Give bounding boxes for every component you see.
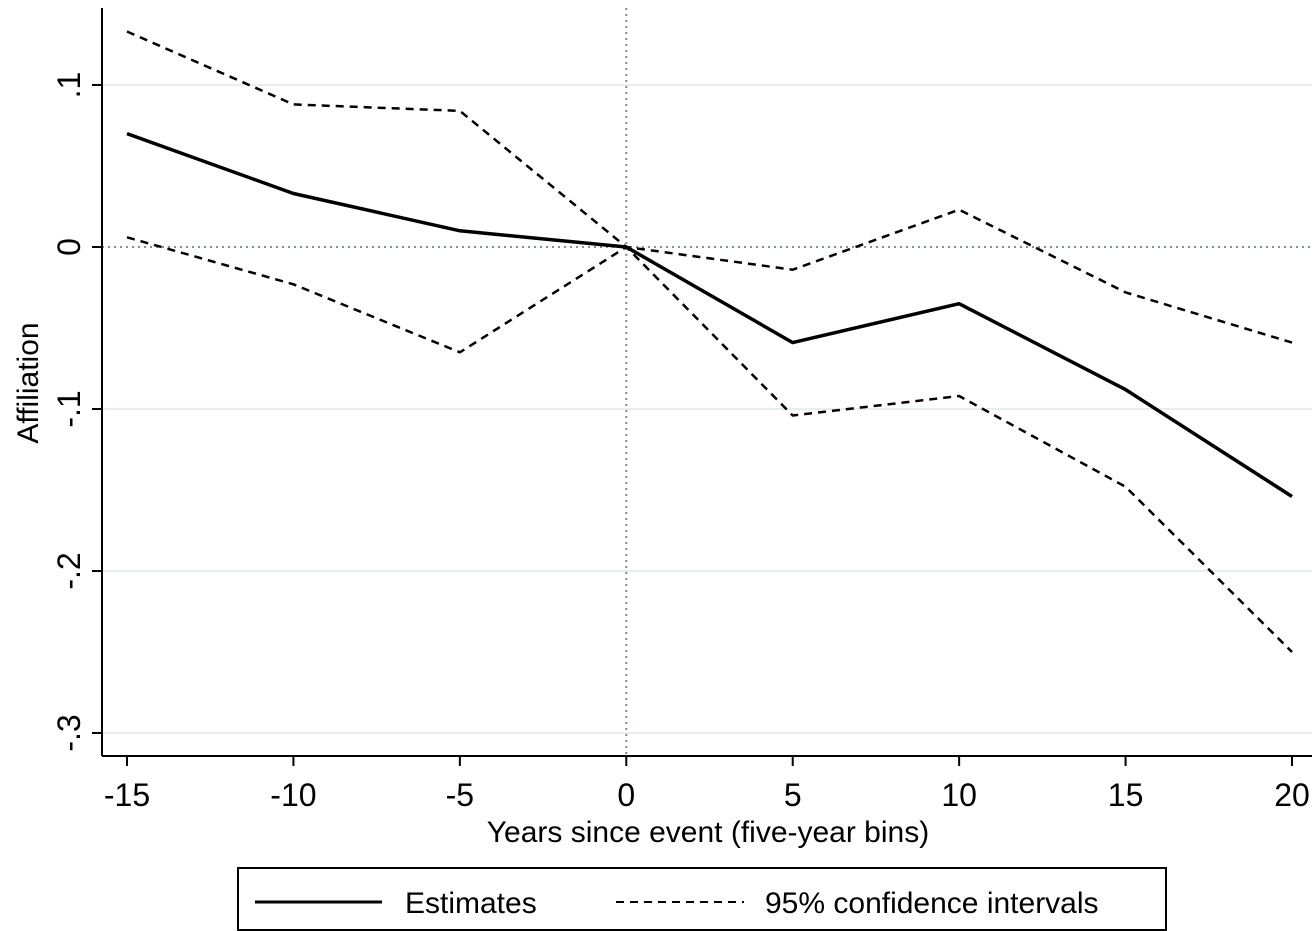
x-tick-label: -15 <box>104 777 150 813</box>
reference-lines <box>102 8 1312 756</box>
x-tick-label: -10 <box>270 777 316 813</box>
x-tick-label: 20 <box>1274 777 1310 813</box>
y-tick-label: -.3 <box>51 714 87 751</box>
x-axis-title: Years since event (five-year bins) <box>487 816 929 849</box>
y-tick-label: -.1 <box>51 390 87 427</box>
x-tick-label: 0 <box>617 777 635 813</box>
y-tick-label: -.2 <box>51 552 87 589</box>
x-tick-label: -5 <box>446 777 474 813</box>
y-tick-label: .1 <box>51 72 87 99</box>
x-tick-label: 5 <box>784 777 802 813</box>
series-line-ci-lower <box>126 236 1293 653</box>
legend-ci-label: 95% confidence intervals <box>765 887 1099 920</box>
x-tick-label: 10 <box>941 777 977 813</box>
axes: -15 -10 -5 0 5 10 15 20 .1 0 -.1 -.2 -.3 <box>51 8 1312 813</box>
legend-box <box>237 867 1167 931</box>
grid-lines <box>102 84 1312 734</box>
y-axis-title: Affiliation <box>12 322 45 443</box>
x-tick-label: 15 <box>1108 777 1144 813</box>
legend: Estimates 95% confidence intervals <box>237 867 1167 931</box>
series-line-ci-upper <box>126 30 1293 344</box>
series <box>126 30 1293 653</box>
y-tick-label: 0 <box>51 238 87 256</box>
legend-estimates-label: Estimates <box>405 887 537 920</box>
series-line-estimates <box>126 131 1293 498</box>
